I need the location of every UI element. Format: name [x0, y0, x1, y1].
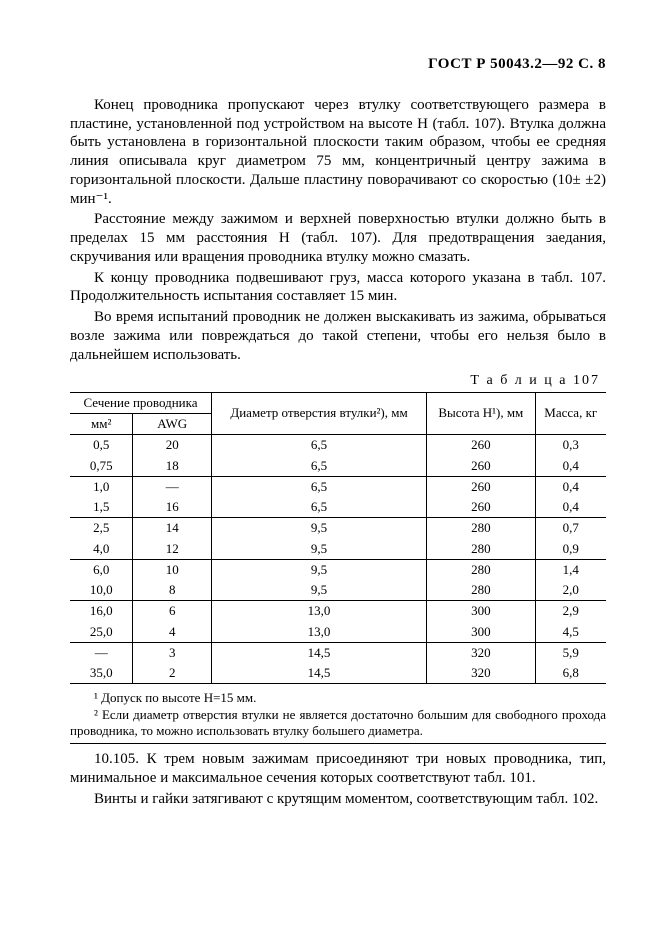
table-cell: 2 — [133, 663, 212, 684]
table-cell: 0,4 — [535, 476, 606, 497]
table-head: Сечение проводника Диаметр отвер­стия вт… — [70, 392, 606, 435]
paragraph-2: Расстояние между зажимом и верхней повер… — [70, 210, 606, 266]
table-cell: 280 — [427, 580, 535, 601]
table-cell: 10,0 — [70, 580, 133, 601]
table-row: 6,0109,52801,4 — [70, 559, 606, 580]
col-mass: Масса, кг — [535, 392, 606, 435]
table-cell: 2,0 — [535, 580, 606, 601]
table-cell: 260 — [427, 435, 535, 456]
table-cell: 8 — [133, 580, 212, 601]
table-row: 0,75186,52600,4 — [70, 456, 606, 477]
section-p1: 10.105. К трем новым зажимам присоединяю… — [70, 750, 606, 788]
table-cell: 6,8 — [535, 663, 606, 684]
table-cell: 1,4 — [535, 559, 606, 580]
table-cell: 9,5 — [211, 518, 426, 539]
note-1: ¹ Допуск по высоте H=15 мм. — [70, 690, 606, 706]
table-cell: 0,9 — [535, 539, 606, 560]
table-cell: 13,0 — [211, 622, 426, 643]
table-cell: — — [70, 642, 133, 663]
table-cell: 3 — [133, 642, 212, 663]
table-cell: 260 — [427, 456, 535, 477]
table-cell: 9,5 — [211, 580, 426, 601]
col-diameter: Диаметр отвер­стия втулки²), мм — [211, 392, 426, 435]
table-notes: ¹ Допуск по высоте H=15 мм. ² Если диаме… — [70, 690, 606, 744]
paragraph-4: Во время испытаний проводник не должен в… — [70, 308, 606, 364]
table-cell: 14 — [133, 518, 212, 539]
table-cell: 2,5 — [70, 518, 133, 539]
table-cell: 14,5 — [211, 642, 426, 663]
table-cell: 6,5 — [211, 497, 426, 518]
table-cell: 2,9 — [535, 601, 606, 622]
paragraph-3: К концу проводника подвешивают груз, мас… — [70, 269, 606, 307]
table-cell: 25,0 — [70, 622, 133, 643]
table-cell: 20 — [133, 435, 212, 456]
table-row: 4,0129,52800,9 — [70, 539, 606, 560]
note-2: ² Если диаметр отверстия втулки не являе… — [70, 707, 606, 740]
table-cell: 12 — [133, 539, 212, 560]
table-cell: 0,75 — [70, 456, 133, 477]
col-section-group: Сечение проводника — [70, 392, 211, 413]
section-p2: Винты и гайки затягивают с крутящим моме… — [70, 790, 606, 809]
table-cell: 0,7 — [535, 518, 606, 539]
page: ГОСТ Р 50043.2—92 С. 8 Конец проводника … — [0, 0, 661, 936]
table-row: 2,5149,52800,7 — [70, 518, 606, 539]
table-row: 35,0214,53206,8 — [70, 663, 606, 684]
table-cell: 18 — [133, 456, 212, 477]
table-cell: 4,5 — [535, 622, 606, 643]
table-cell: 260 — [427, 476, 535, 497]
paragraph-1: Конец проводника пропускают через втулку… — [70, 96, 606, 209]
table-cell: 16 — [133, 497, 212, 518]
page-header: ГОСТ Р 50043.2—92 С. 8 — [70, 55, 606, 74]
table-cell: 320 — [427, 642, 535, 663]
col-awg: AWG — [133, 414, 212, 435]
table-cell: 320 — [427, 663, 535, 684]
table-row: 10,089,52802,0 — [70, 580, 606, 601]
col-mm2: мм² — [70, 414, 133, 435]
table-cell: 6,5 — [211, 476, 426, 497]
table-cell: 0,3 — [535, 435, 606, 456]
table-body: 0,5206,52600,30,75186,52600,41,0—6,52600… — [70, 435, 606, 684]
table-cell: 0,4 — [535, 456, 606, 477]
table-cell: 6 — [133, 601, 212, 622]
col-height: Высота H¹), мм — [427, 392, 535, 435]
table-caption: Т а б л и ц а 107 — [70, 372, 600, 390]
table-cell: 9,5 — [211, 559, 426, 580]
table-cell: 300 — [427, 601, 535, 622]
table-row: —314,53205,9 — [70, 642, 606, 663]
table-cell: 6,5 — [211, 456, 426, 477]
table-cell: 280 — [427, 559, 535, 580]
section-10-105: 10.105. К трем новым зажимам присоединяю… — [70, 750, 606, 808]
table-cell: 0,5 — [70, 435, 133, 456]
table-row: 0,5206,52600,3 — [70, 435, 606, 456]
table-cell: 35,0 — [70, 663, 133, 684]
table-row: 1,0—6,52600,4 — [70, 476, 606, 497]
table-row: 1,5166,52600,4 — [70, 497, 606, 518]
table-row: 25,0413,03004,5 — [70, 622, 606, 643]
table-cell: 10 — [133, 559, 212, 580]
table-cell: 16,0 — [70, 601, 133, 622]
table-cell: 1,5 — [70, 497, 133, 518]
table-cell: 280 — [427, 539, 535, 560]
table-row: 16,0613,03002,9 — [70, 601, 606, 622]
table-cell: 9,5 — [211, 539, 426, 560]
table-cell: 300 — [427, 622, 535, 643]
table-cell: 1,0 — [70, 476, 133, 497]
table-cell: 280 — [427, 518, 535, 539]
table-cell: 6,5 — [211, 435, 426, 456]
table-cell: 14,5 — [211, 663, 426, 684]
table-cell: 260 — [427, 497, 535, 518]
table-cell: 6,0 — [70, 559, 133, 580]
table-cell: 0,4 — [535, 497, 606, 518]
table-cell: 13,0 — [211, 601, 426, 622]
data-table: Сечение проводника Диаметр отвер­стия вт… — [70, 392, 606, 685]
table-cell: 4 — [133, 622, 212, 643]
table-cell: 4,0 — [70, 539, 133, 560]
table-cell: 5,9 — [535, 642, 606, 663]
table-cell: — — [133, 476, 212, 497]
